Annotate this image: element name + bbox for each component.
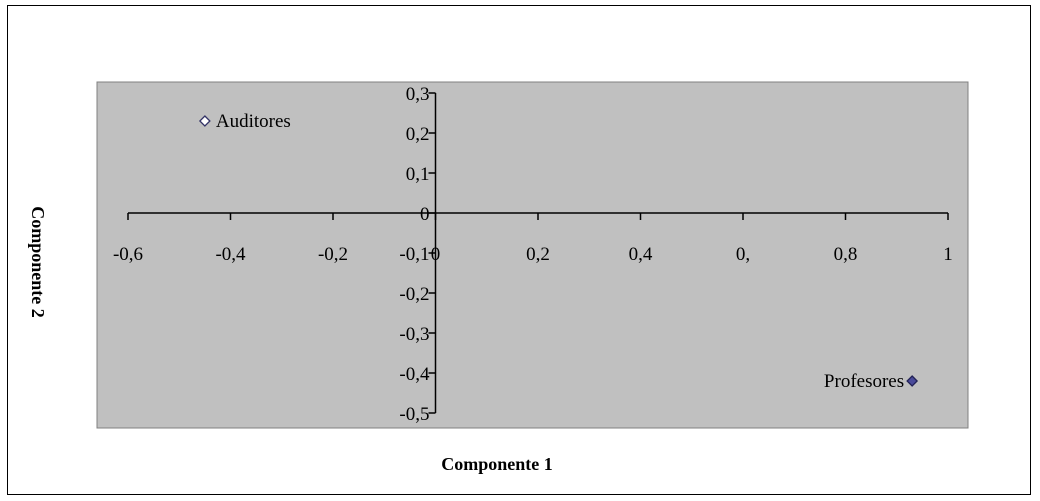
data-point-label: Profesores [824,371,904,392]
plot-area [96,81,969,429]
y-tick-label: 0,1 [406,164,430,185]
axes [127,92,949,414]
data-point-marker [198,115,211,127]
data-point-marker [906,375,919,387]
x-tick-label: 0 [431,244,441,265]
y-tick-labels: 0,3 0,2 0,1 0 -0,1 -0,2 -0,3 -0,4 -0,5 [399,84,430,425]
x-tick-label: 0,8 [834,244,858,265]
x-tick-label: 0,4 [629,244,653,265]
y-tick-label: -0,4 [399,364,430,385]
y-tick-label: -0,5 [399,404,429,425]
x-tick-label: 0,2 [526,244,550,265]
y-tick-label: 0,2 [406,124,430,145]
x-tick-label: -0,2 [318,244,348,265]
y-tick-label: 0,3 [406,84,430,105]
data-points: Auditores Profesores [198,111,919,392]
x-tick-labels: -0,6 -0,4 -0,2 0 0,2 0,4 0, 0,8 1 [113,244,953,265]
y-tick-label: -0,3 [399,324,429,345]
x-tick-label: 0, [736,244,750,265]
x-tick-label: 1 [943,244,953,265]
x-tick-label: -0,4 [215,244,246,265]
x-tick-label: -0,6 [113,244,143,265]
x-axis-title: Componente 1 [441,454,553,474]
y-tick-label: 0 [420,204,430,225]
data-point-label: Auditores [216,111,291,132]
y-tick-label: -0,1 [399,244,429,265]
y-tick-label: -0,2 [399,284,429,305]
y-axis-title: Componente 2 [28,206,48,318]
